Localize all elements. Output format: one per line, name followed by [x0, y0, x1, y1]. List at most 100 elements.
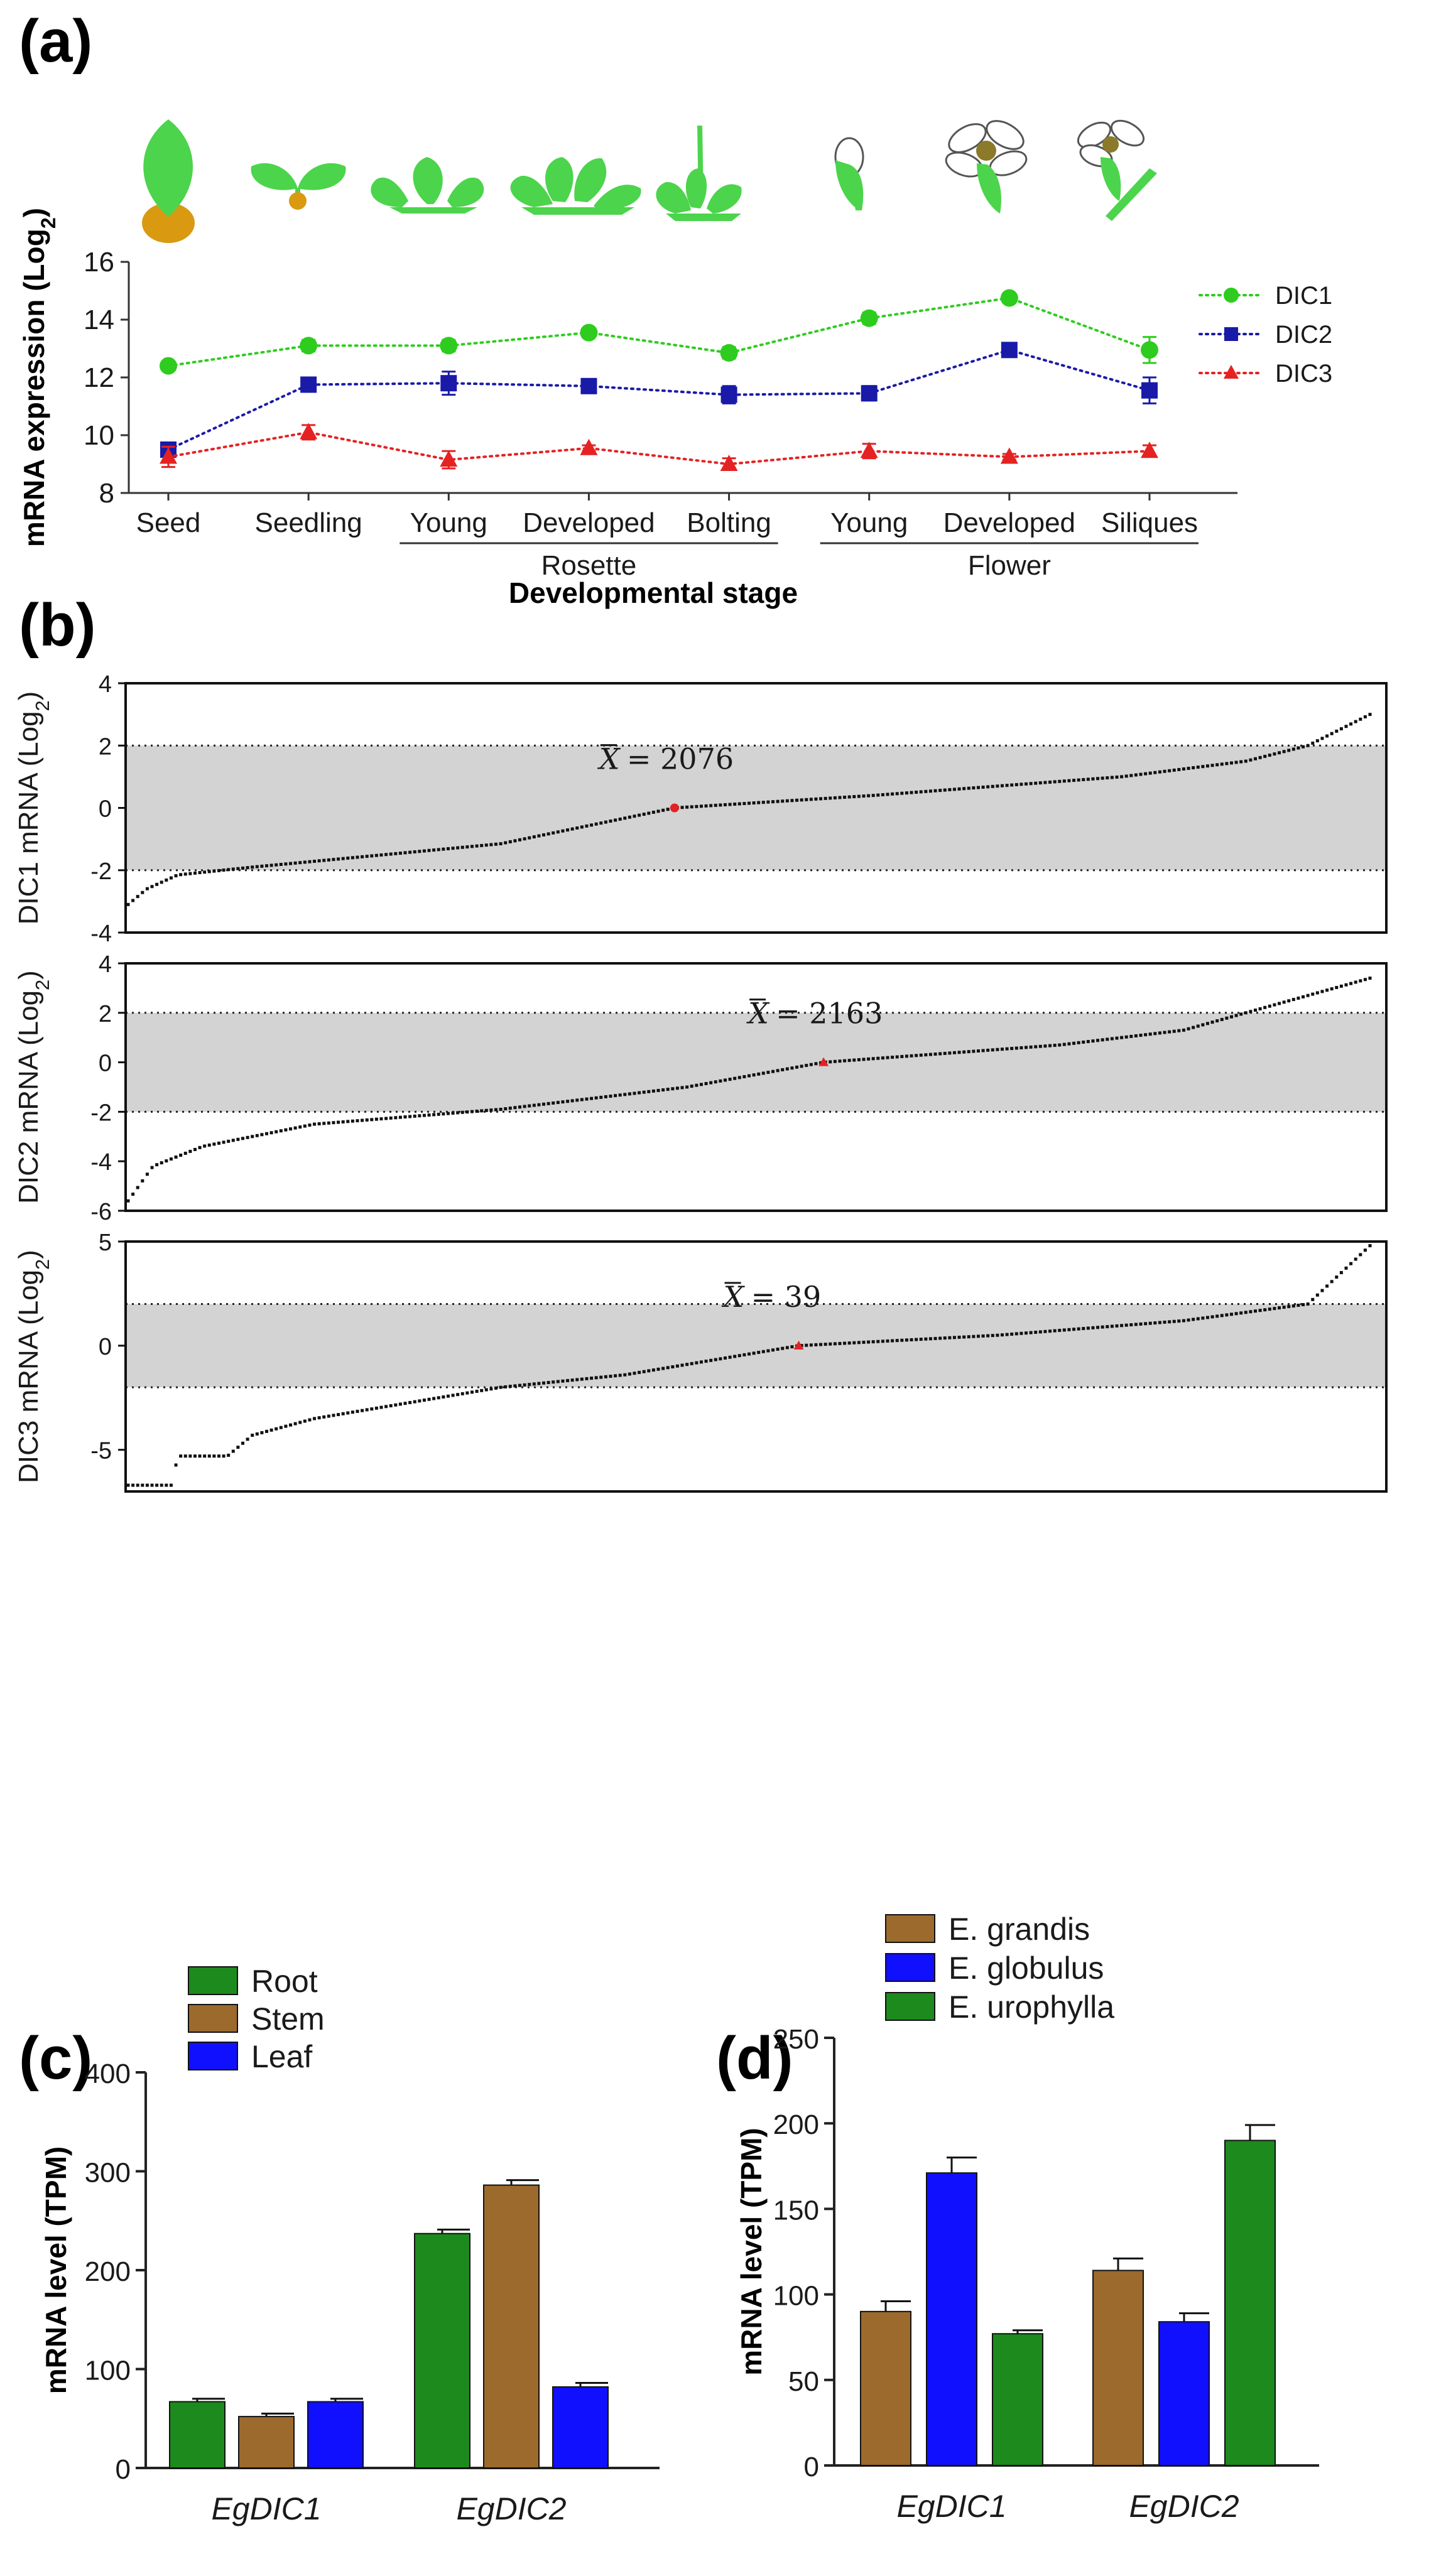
- rank-point: [996, 1333, 999, 1337]
- rank-point: [269, 1428, 273, 1432]
- rank-point: [957, 1335, 961, 1339]
- rank-point: [279, 1129, 283, 1133]
- rank-point: [346, 856, 350, 860]
- rank-point: [1053, 1329, 1057, 1333]
- rank-point: [1205, 1316, 1209, 1319]
- rank-point: [719, 1357, 722, 1361]
- rank-point: [996, 784, 999, 788]
- legend-marker: [1224, 288, 1239, 303]
- rank-point: [131, 1193, 135, 1196]
- rank-point: [169, 1483, 173, 1487]
- rank-point: [1139, 1322, 1143, 1326]
- y-tick-label: -4: [90, 1149, 112, 1176]
- rank-point: [1306, 744, 1310, 747]
- rank-point: [188, 872, 192, 875]
- rank-point: [528, 1383, 531, 1387]
- rank-point: [847, 1059, 851, 1063]
- y-tick-label: 50: [788, 2366, 819, 2397]
- rank-point: [284, 1424, 288, 1428]
- rank-point: [489, 1387, 493, 1391]
- rank-point: [275, 1130, 278, 1134]
- y-tick-label: 8: [99, 478, 114, 509]
- rank-point: [723, 1356, 727, 1360]
- rank-point: [408, 1115, 412, 1118]
- bar-e-globulus: [926, 2172, 977, 2467]
- rank-point: [1096, 1326, 1100, 1329]
- rank-point: [1034, 781, 1038, 785]
- rank-point: [489, 843, 493, 847]
- rank-point: [141, 890, 144, 894]
- rank-point: [394, 852, 398, 855]
- rank-point: [905, 1338, 908, 1342]
- y-axis-title: mRNA level (TPM): [735, 2128, 768, 2375]
- rank-point: [542, 833, 546, 836]
- rank-point: [1115, 775, 1119, 779]
- rank-point: [781, 1346, 785, 1350]
- rank-point: [852, 795, 856, 799]
- bar-leaf: [307, 2401, 364, 2469]
- rank-point: [742, 1074, 746, 1078]
- rank-point: [651, 1368, 655, 1372]
- rank-point: [504, 1107, 508, 1111]
- rank-point: [1258, 755, 1262, 759]
- rank-point: [1302, 745, 1305, 749]
- rank-point: [413, 1400, 416, 1404]
- legend-label: E. urophylla: [949, 1989, 1114, 2025]
- legend-label: Leaf: [251, 2039, 312, 2074]
- rank-point: [575, 1098, 579, 1102]
- rank-point: [943, 1051, 947, 1055]
- rank-point: [141, 1483, 144, 1487]
- bar-root: [169, 2401, 226, 2469]
- rank-point: [843, 1341, 847, 1345]
- rank-point: [356, 1409, 359, 1413]
- rank-point: [1320, 1289, 1324, 1292]
- rank-point: [919, 1053, 923, 1057]
- rank-point: [365, 1118, 369, 1122]
- rank-point: [528, 836, 531, 840]
- y-tick-label: 100: [85, 2356, 131, 2386]
- rank-point: [599, 821, 603, 825]
- rank-point: [1239, 1311, 1243, 1315]
- rank-point: [647, 811, 651, 815]
- rank-point: [346, 1411, 350, 1415]
- rank-point: [451, 1394, 455, 1397]
- x-tick-label: Seedling: [255, 507, 362, 538]
- rank-point: [1201, 765, 1205, 769]
- rank-point: [1273, 1307, 1276, 1311]
- rank-point: [585, 1097, 589, 1101]
- stage-illustrations: [142, 119, 1157, 243]
- rank-point: [819, 797, 823, 801]
- rank-point: [575, 1378, 579, 1382]
- rank-point: [236, 1446, 240, 1449]
- data-point: [860, 441, 878, 458]
- rank-point: [647, 1369, 651, 1373]
- rank-point: [1291, 1304, 1295, 1308]
- rank-point: [943, 1336, 947, 1340]
- bar-e-globulus: [1158, 2321, 1210, 2467]
- rank-point: [231, 867, 235, 871]
- rank-point: [1182, 767, 1185, 771]
- rank-point: [666, 808, 670, 811]
- y-tick-label: 0: [99, 1334, 112, 1360]
- rank-point: [126, 1483, 130, 1487]
- rank-point: [131, 899, 135, 902]
- rank-point: [1168, 1030, 1171, 1034]
- rank-point: [298, 1421, 302, 1424]
- rank-point: [924, 1337, 928, 1341]
- rank-point: [1172, 1029, 1176, 1033]
- rank-point: [928, 1337, 932, 1341]
- rank-point: [341, 1120, 345, 1123]
- rank-point: [833, 1059, 837, 1063]
- rank-point: [948, 1336, 952, 1339]
- rank-point: [356, 1119, 359, 1123]
- rank-point: [590, 1377, 594, 1380]
- rank-point: [1091, 1326, 1095, 1329]
- rank-point: [829, 1060, 832, 1064]
- rank-point: [675, 1364, 679, 1368]
- rank-point: [179, 1454, 183, 1458]
- rank-point: [1038, 781, 1042, 785]
- legend-label: DIC2: [1275, 321, 1332, 349]
- rank-point: [972, 1334, 976, 1338]
- rank-point: [1101, 1038, 1104, 1042]
- rank-point: [638, 813, 641, 817]
